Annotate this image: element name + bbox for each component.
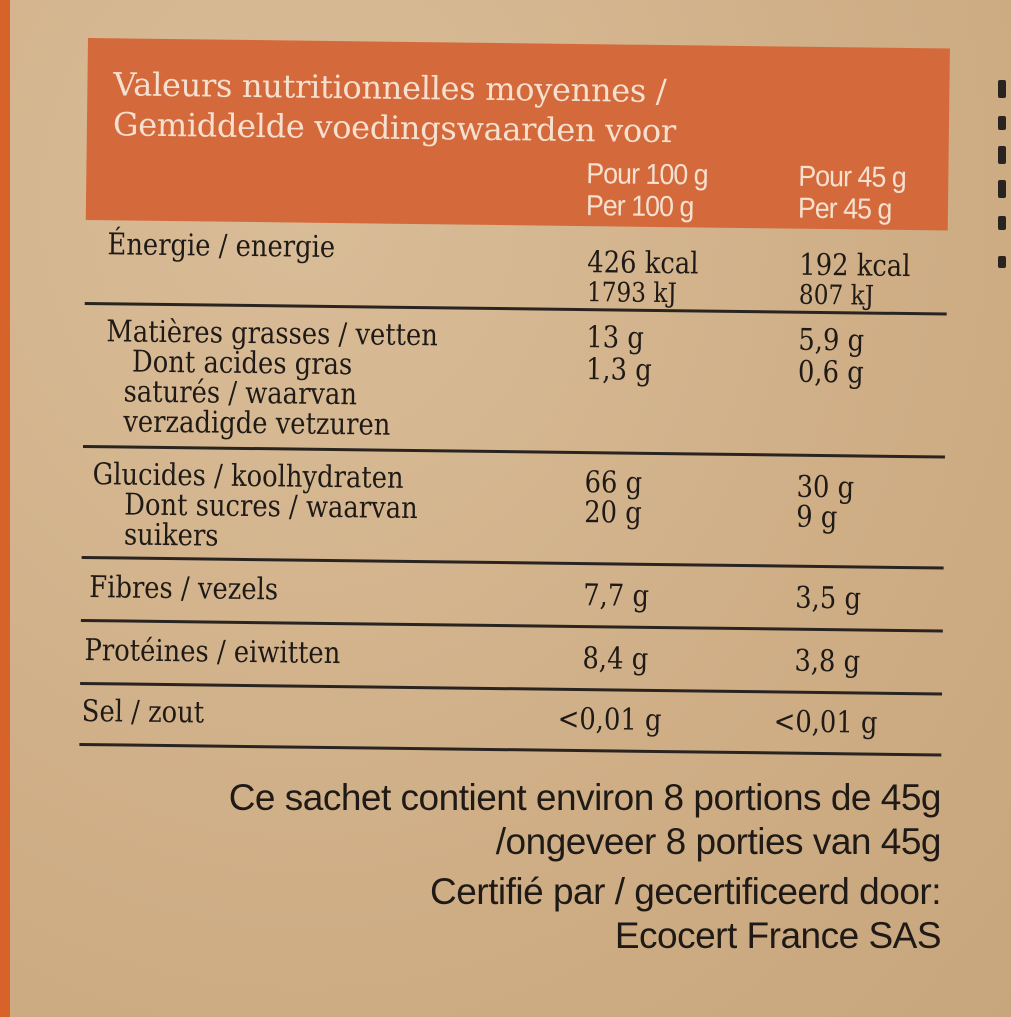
- value-100g-saturated: 1,3 g: [585, 352, 652, 388]
- row-salt: Sel / zout <0,01 g <0,01 g: [79, 684, 943, 757]
- row-fibre: Fibres / vezels 7,7 g 3,5 g: [80, 558, 944, 633]
- value-100g: 66 g: [584, 465, 643, 501]
- nutrient-name: Fibres / vezels: [89, 570, 279, 608]
- value-100g: 7,7 g: [583, 578, 650, 614]
- row-carbohydrates: Glucides / koolhydraten Dont sucres / wa…: [81, 447, 945, 570]
- value-100g-kcal: 426 kcal: [587, 245, 699, 282]
- nutrient-name: Protéines / eiwitten: [84, 633, 341, 672]
- row-energy: Énergie / energie 426 kcal 1793 kJ 192 k…: [84, 219, 948, 316]
- nutrient-name: Sel / zout: [81, 693, 205, 731]
- value-100g: 8,4 g: [582, 641, 649, 677]
- value-100g-sugars: 20 g: [584, 495, 643, 531]
- package-edge: [0, 0, 10, 1017]
- value-45g: 3,5 g: [794, 580, 862, 617]
- row-protein: Protéines / eiwitten 8,4 g 3,8 g: [80, 621, 943, 696]
- certifier-name: Ecocert France SAS: [614, 915, 942, 956]
- header-title-nl: Gemiddelde voedingswaarden voor: [112, 105, 677, 151]
- value-100g: 13 g: [586, 320, 645, 356]
- value-45g-kcal: 192 kcal: [799, 247, 911, 285]
- header-title-fr: Valeurs nutritionnelles moyennes /: [113, 65, 667, 111]
- value-45g-kj: 807 kJ: [798, 279, 875, 312]
- value-45g: <0,01 g: [773, 704, 878, 741]
- nutrition-header: Valeurs nutritionnelles moyennes / Gemid…: [85, 38, 950, 231]
- portions-nl: /ongeveer 8 porties van 45g: [495, 821, 942, 862]
- portions-fr: Ce sachet contient environ 8 portions de…: [228, 777, 942, 818]
- value-45g: 30 g: [796, 469, 855, 506]
- column-header-45g: Pour 45 g Per 45 g: [797, 160, 906, 226]
- column-header-100g: Pour 100 g Per 100 g: [585, 158, 708, 224]
- certification-label: Certifié par / gecertificeerd door:: [429, 871, 942, 912]
- row-fat: Matières grasses / vetten Dont acides gr…: [82, 304, 947, 459]
- value-45g: 5,9 g: [798, 322, 865, 359]
- value-45g-saturated: 0,6 g: [797, 354, 864, 391]
- nutrient-name: Énergie / energie: [107, 227, 336, 266]
- nutrient-sub: suikers: [123, 517, 219, 554]
- nutrition-label: Valeurs nutritionnelles moyennes / Gemid…: [79, 38, 950, 757]
- nutrient-sub: verzadigde vetzuren: [123, 404, 391, 443]
- value-45g: 3,8 g: [794, 643, 861, 680]
- value-100g: <0,01 g: [557, 701, 662, 739]
- value-45g-sugars: 9 g: [795, 499, 838, 536]
- nutrition-table: Énergie / energie 426 kcal 1793 kJ 192 k…: [79, 219, 948, 757]
- value-100g-kj: 1793 kJ: [586, 277, 677, 310]
